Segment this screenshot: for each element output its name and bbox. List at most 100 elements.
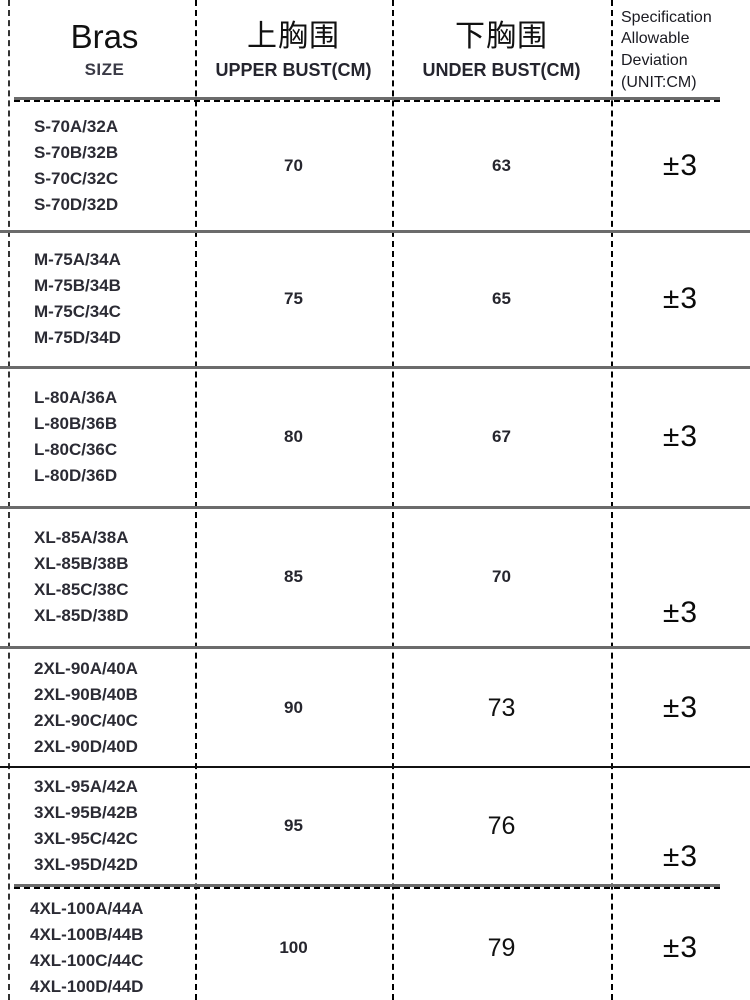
- deviation-value: ±3: [662, 840, 699, 873]
- under-bust-value: 67: [492, 427, 511, 446]
- header-deviation-line-4: (UNIT:CM): [621, 73, 697, 91]
- cell-upper-bust: 95: [195, 770, 392, 882]
- table-row: 4XL-100A/44A 4XL-100B/44B 4XL-100C/44C 4…: [0, 892, 750, 1000]
- under-bust-value: 70: [492, 567, 511, 586]
- cell-under-bust: 63: [392, 103, 611, 229]
- under-bust-value: 63: [492, 156, 511, 175]
- cell-size: XL-85A/38A XL-85B/38B XL-85C/38C XL-85D/…: [8, 512, 195, 642]
- row-separator: [0, 506, 750, 509]
- column-divider-2: [392, 0, 394, 1000]
- cell-upper-bust: 100: [195, 892, 392, 1000]
- table-row: XL-85A/38A XL-85B/38B XL-85C/38C XL-85D/…: [0, 512, 750, 642]
- size-line: M-75D/34D: [34, 327, 121, 347]
- size-line: 2XL-90C/40C: [34, 711, 138, 730]
- size-line: XL-85B/38B: [34, 554, 129, 574]
- size-line: L-80B/36B: [34, 414, 118, 434]
- size-line: 4XL-100C/44C: [30, 951, 144, 970]
- size-line: 2XL-90D/40D: [34, 736, 138, 756]
- size-line: S-70D/32D: [34, 194, 119, 214]
- cell-size: S-70A/32A S-70B/32B S-70C/32C S-70D/32D: [8, 103, 195, 229]
- table-header: Bras SIZE 上胸围 UPPER BUST(CM) 下胸围 UNDER B…: [0, 0, 750, 100]
- table-left-border: [8, 0, 10, 1000]
- row-separator: [14, 884, 720, 889]
- row-separator: [0, 646, 750, 649]
- size-line: XL-85D/38D: [34, 605, 129, 625]
- cell-deviation: ±3: [611, 652, 750, 764]
- deviation-value: ±3: [662, 931, 699, 964]
- table-row: 3XL-95A/42A 3XL-95B/42B 3XL-95C/42C 3XL-…: [0, 770, 750, 882]
- cell-deviation: ±3: [611, 770, 750, 882]
- deviation-value: ±3: [662, 596, 699, 629]
- header-title-upper-bust-en: UPPER BUST(CM): [215, 59, 372, 80]
- size-line: 3XL-95A/42A: [34, 777, 138, 797]
- cell-deviation: ±3: [611, 236, 750, 362]
- header-title-under-bust-en: UNDER BUST(CM): [422, 59, 581, 80]
- upper-bust-value: 85: [284, 567, 303, 586]
- size-line: S-70B/32B: [34, 143, 119, 163]
- size-line: 3XL-95D/42D: [34, 854, 138, 874]
- cell-deviation: ±3: [611, 512, 750, 642]
- row-separator: [0, 366, 750, 369]
- header-cell-under-bust: 下胸围 UNDER BUST(CM): [392, 0, 611, 100]
- upper-bust-value: 100: [279, 938, 308, 957]
- size-line: M-75B/34B: [34, 276, 121, 296]
- cell-under-bust: 73: [392, 652, 611, 764]
- row-separator: [0, 230, 750, 233]
- size-line: M-75C/34C: [34, 302, 121, 321]
- table-row: L-80A/36A L-80B/36B L-80C/36C L-80D/36D …: [0, 372, 750, 502]
- upper-bust-value: 70: [284, 156, 303, 175]
- size-line: XL-85A/38A: [34, 528, 129, 548]
- header-title-bras: Bras: [70, 17, 139, 55]
- size-line: 2XL-90A/40A: [34, 659, 138, 679]
- cell-upper-bust: 85: [195, 512, 392, 642]
- size-line: 3XL-95B/42B: [34, 803, 138, 823]
- header-cell-upper-bust: 上胸围 UPPER BUST(CM): [195, 0, 392, 100]
- under-bust-value: 76: [487, 811, 516, 840]
- cell-size: M-75A/34A M-75B/34B M-75C/34C M-75D/34D: [8, 236, 195, 362]
- table-row: M-75A/34A M-75B/34B M-75C/34C M-75D/34D …: [0, 236, 750, 362]
- row-separator: [0, 766, 750, 768]
- table-row: S-70A/32A S-70B/32B S-70C/32C S-70D/32D …: [0, 103, 750, 229]
- size-line: 4XL-100A/44A: [30, 899, 144, 919]
- table-row: 2XL-90A/40A 2XL-90B/40B 2XL-90C/40C 2XL-…: [0, 652, 750, 764]
- cell-size: 2XL-90A/40A 2XL-90B/40B 2XL-90C/40C 2XL-…: [8, 652, 195, 764]
- under-bust-value: 65: [492, 289, 511, 308]
- cell-under-bust: 65: [392, 236, 611, 362]
- under-bust-value: 73: [487, 693, 516, 722]
- size-line: 4XL-100B/44B: [30, 925, 144, 945]
- size-line: L-80D/36D: [34, 465, 118, 485]
- deviation-value: ±3: [662, 282, 699, 315]
- cell-under-bust: 67: [392, 372, 611, 502]
- upper-bust-value: 80: [284, 427, 303, 446]
- cell-upper-bust: 75: [195, 236, 392, 362]
- header-cell-deviation: Specification Allowable Deviation (UNIT:…: [611, 0, 750, 100]
- cell-upper-bust: 80: [195, 372, 392, 502]
- size-line: 3XL-95C/42C: [34, 829, 138, 848]
- size-line: 2XL-90B/40B: [34, 685, 138, 705]
- header-title-under-bust-cn: 下胸围: [455, 19, 548, 53]
- cell-upper-bust: 70: [195, 103, 392, 229]
- size-line: M-75A/34A: [34, 250, 121, 270]
- upper-bust-value: 90: [284, 698, 303, 717]
- cell-upper-bust: 90: [195, 652, 392, 764]
- header-deviation-line-3: Deviation: [621, 52, 688, 69]
- upper-bust-value: 95: [284, 816, 303, 835]
- cell-under-bust: 70: [392, 512, 611, 642]
- cell-deviation: ±3: [611, 103, 750, 229]
- deviation-value: ±3: [662, 691, 699, 724]
- deviation-value: ±3: [662, 420, 699, 453]
- header-subtitle-size: SIZE: [84, 60, 125, 80]
- size-line: L-80A/36A: [34, 388, 118, 408]
- size-line: XL-85C/38C: [34, 580, 129, 599]
- size-line: S-70C/32C: [34, 169, 119, 188]
- upper-bust-value: 75: [284, 289, 303, 308]
- cell-deviation: ±3: [611, 892, 750, 1000]
- header-deviation-line-2: Allowable: [621, 30, 690, 48]
- cell-under-bust: 79: [392, 892, 611, 1000]
- cell-size: 3XL-95A/42A 3XL-95B/42B 3XL-95C/42C 3XL-…: [8, 770, 195, 882]
- size-line: L-80C/36C: [34, 440, 118, 459]
- header-cell-size: Bras SIZE: [8, 0, 195, 100]
- under-bust-value: 79: [487, 933, 516, 962]
- column-divider-1: [195, 0, 197, 1000]
